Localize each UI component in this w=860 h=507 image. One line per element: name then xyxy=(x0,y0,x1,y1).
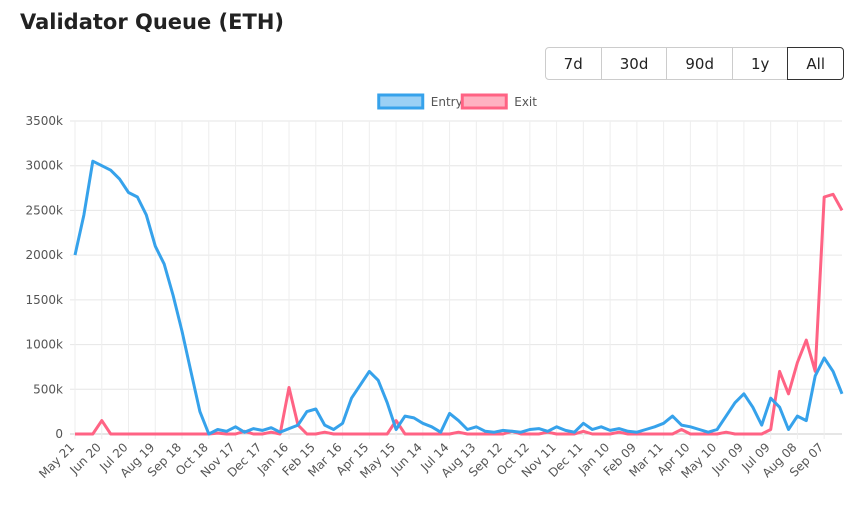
x-tick-label: May 21 xyxy=(36,440,77,481)
legend-label: Exit xyxy=(514,95,537,109)
legend-swatch xyxy=(377,93,425,110)
series-line xyxy=(75,192,844,436)
legend-item[interactable]: Entry xyxy=(377,93,463,110)
range-button[interactable]: 90d xyxy=(666,47,733,80)
y-tick-label: 3500k xyxy=(26,114,64,128)
y-tick-label: 2000k xyxy=(26,248,64,262)
page-title: Validator Queue (ETH) xyxy=(20,10,284,34)
range-button[interactable]: 1y xyxy=(731,47,789,80)
legend-swatch xyxy=(460,93,508,110)
range-button[interactable]: All xyxy=(787,47,844,80)
y-tick-label: 3000k xyxy=(26,159,64,173)
y-tick-label: 500k xyxy=(33,382,63,396)
y-tick-label: 2500k xyxy=(26,203,64,217)
range-button[interactable]: 30d xyxy=(600,47,668,80)
range-selector: 7d 30d 90d 1y All xyxy=(544,47,844,80)
legend-label: Entry xyxy=(431,95,463,109)
series-line xyxy=(73,159,844,436)
legend-item[interactable]: Exit xyxy=(460,93,537,110)
y-tick-label: 1000k xyxy=(26,338,64,352)
range-button[interactable]: 7d xyxy=(544,47,602,80)
y-tick-label: 1500k xyxy=(26,293,64,307)
y-tick-label: 0 xyxy=(55,427,63,441)
